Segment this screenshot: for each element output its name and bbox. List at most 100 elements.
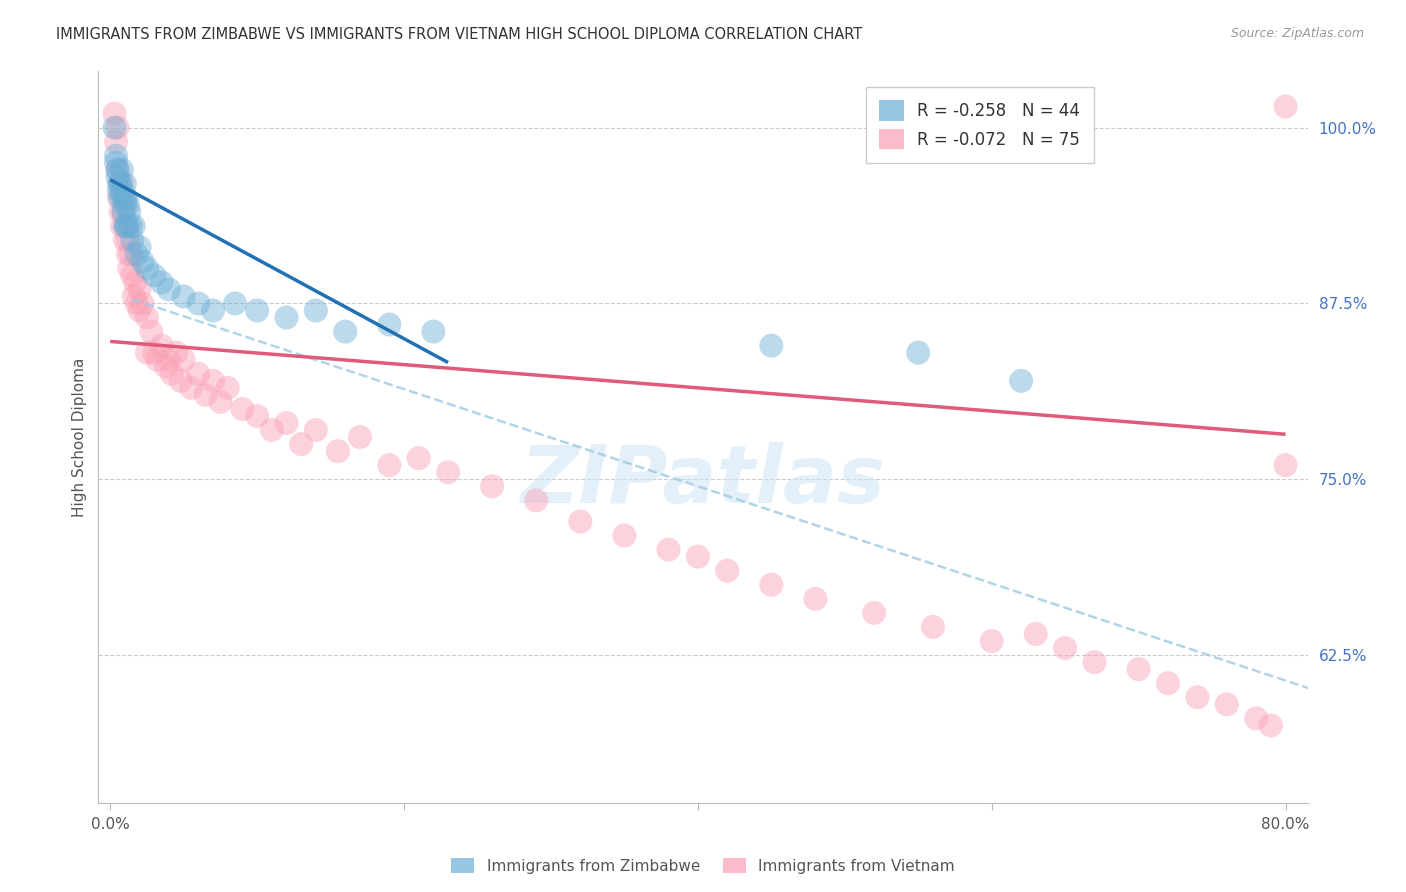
Point — [121, 268, 143, 283]
Point — [907, 345, 929, 359]
Point — [422, 325, 444, 339]
Point — [378, 458, 401, 473]
Point — [122, 289, 145, 303]
Point — [173, 289, 195, 303]
Point — [761, 578, 783, 592]
Point — [114, 233, 136, 247]
Point — [114, 191, 136, 205]
Text: ZIPatlas: ZIPatlas — [520, 442, 886, 520]
Point — [1274, 458, 1296, 473]
Point — [569, 515, 592, 529]
Point — [1187, 690, 1209, 705]
Point — [437, 465, 460, 479]
Point — [246, 303, 269, 318]
Point — [108, 184, 131, 198]
Point — [980, 634, 1002, 648]
Point — [276, 310, 298, 325]
Point — [335, 325, 357, 339]
Point — [107, 169, 129, 184]
Point — [107, 162, 129, 177]
Point — [1025, 627, 1047, 641]
Point — [118, 205, 141, 219]
Point — [231, 401, 253, 416]
Point — [103, 120, 125, 135]
Point — [160, 367, 183, 381]
Point — [305, 423, 328, 437]
Point — [117, 247, 139, 261]
Point — [290, 437, 312, 451]
Point — [224, 296, 246, 310]
Point — [107, 120, 129, 135]
Point — [157, 352, 180, 367]
Point — [122, 219, 145, 233]
Text: IMMIGRANTS FROM ZIMBABWE VS IMMIGRANTS FROM VIETNAM HIGH SCHOOL DIPLOMA CORRELAT: IMMIGRANTS FROM ZIMBABWE VS IMMIGRANTS F… — [56, 27, 862, 42]
Point — [118, 261, 141, 276]
Point — [260, 423, 283, 437]
Point — [115, 219, 138, 233]
Point — [180, 381, 202, 395]
Point — [120, 219, 142, 233]
Point — [194, 388, 217, 402]
Point — [107, 162, 129, 177]
Point — [117, 233, 139, 247]
Point — [110, 191, 132, 205]
Point — [187, 367, 209, 381]
Point — [1157, 676, 1180, 690]
Point — [111, 184, 134, 198]
Point — [146, 352, 169, 367]
Point — [217, 381, 239, 395]
Point — [246, 409, 269, 423]
Point — [524, 493, 547, 508]
Point — [120, 247, 142, 261]
Point — [187, 296, 209, 310]
Point — [276, 416, 298, 430]
Point — [657, 542, 679, 557]
Point — [124, 276, 146, 290]
Point — [173, 352, 195, 367]
Point — [103, 106, 125, 120]
Point — [408, 451, 430, 466]
Point — [305, 303, 328, 318]
Point — [112, 191, 135, 205]
Point — [157, 282, 180, 296]
Point — [135, 345, 157, 359]
Point — [105, 135, 128, 149]
Point — [111, 162, 134, 177]
Point — [114, 177, 136, 191]
Point — [165, 345, 187, 359]
Point — [117, 198, 139, 212]
Text: Source: ZipAtlas.com: Source: ZipAtlas.com — [1230, 27, 1364, 40]
Point — [150, 276, 173, 290]
Point — [114, 198, 136, 212]
Point — [117, 219, 139, 233]
Point — [922, 620, 945, 634]
Point — [326, 444, 349, 458]
Point — [135, 261, 157, 276]
Legend: R = -0.258   N = 44, R = -0.072   N = 75: R = -0.258 N = 44, R = -0.072 N = 75 — [866, 87, 1094, 162]
Point — [804, 591, 827, 606]
Point — [378, 318, 401, 332]
Point — [128, 282, 150, 296]
Point — [716, 564, 738, 578]
Point — [111, 219, 134, 233]
Point — [110, 205, 132, 219]
Point — [141, 325, 163, 339]
Point — [202, 374, 225, 388]
Point — [155, 359, 177, 374]
Point — [1083, 655, 1105, 669]
Point — [128, 240, 150, 254]
Point — [125, 247, 148, 261]
Point — [112, 205, 135, 219]
Point — [110, 177, 132, 191]
Point — [131, 254, 153, 268]
Point — [115, 191, 138, 205]
Point — [1010, 374, 1032, 388]
Point — [613, 528, 636, 542]
Point — [686, 549, 709, 564]
Point — [125, 296, 148, 310]
Point — [105, 149, 128, 163]
Point — [135, 310, 157, 325]
Point — [128, 303, 150, 318]
Point — [121, 233, 143, 247]
Point — [1054, 641, 1077, 656]
